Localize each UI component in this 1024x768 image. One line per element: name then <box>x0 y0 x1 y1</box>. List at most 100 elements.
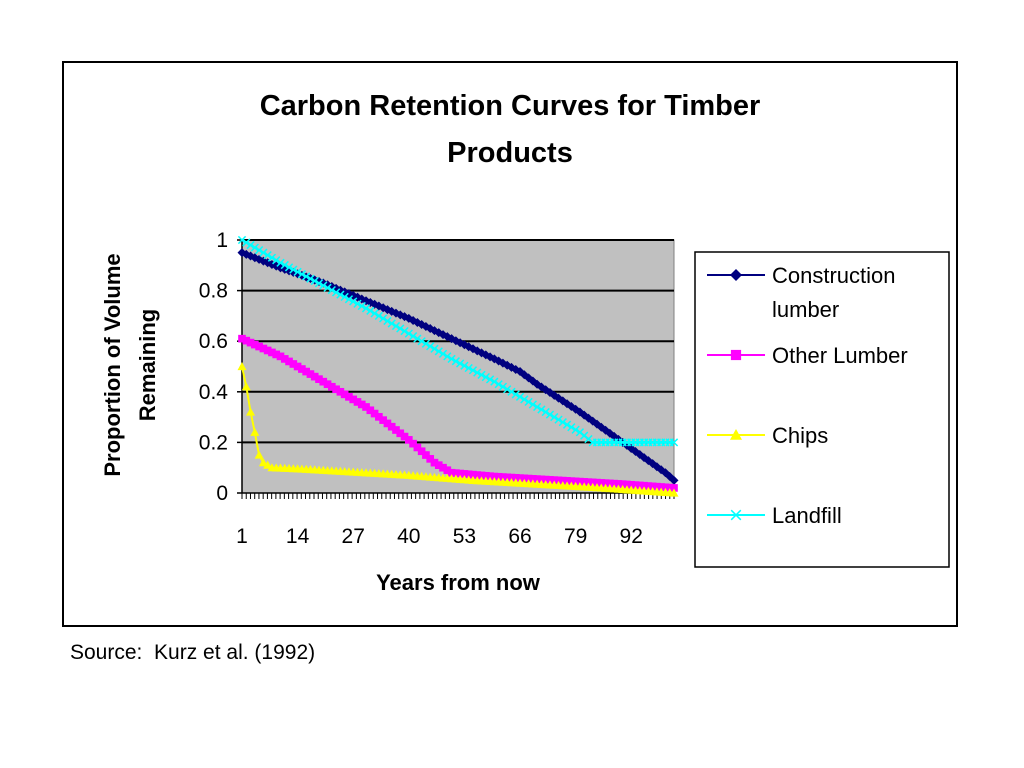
y-axis-title-line: Remaining <box>135 309 160 421</box>
legend: Construction lumber Other Lumber Chips Landf… <box>694 251 950 568</box>
data-point-other-lumber <box>511 473 520 482</box>
data-point-other-lumber <box>507 473 516 482</box>
data-point-other-lumber <box>392 426 400 434</box>
data-point-other-lumber <box>494 472 503 481</box>
chart-title-line: Products <box>447 137 573 169</box>
data-point-other-lumber <box>657 483 665 491</box>
chart-frame: Carbon Retention Curves for Timber Produc… <box>62 61 958 627</box>
data-point-construction-lumber <box>566 401 576 411</box>
marker-stroke <box>562 420 572 429</box>
data-point-construction-lumber <box>378 303 388 313</box>
data-point-landfill <box>297 270 307 279</box>
data-point-other-lumber <box>310 372 319 381</box>
data-point-other-lumber <box>251 340 259 349</box>
data-point-other-lumber <box>430 458 439 467</box>
marker-stroke <box>408 332 418 341</box>
marker-stroke <box>571 425 580 434</box>
data-point-landfill <box>532 402 542 412</box>
data-point-landfill <box>443 352 452 361</box>
data-point-landfill <box>267 253 277 262</box>
data-point-landfill <box>302 272 311 281</box>
y-tick-label: 0.4 <box>199 381 229 404</box>
marker-stroke <box>438 349 448 358</box>
data-point-chips <box>254 450 264 459</box>
data-point-landfill <box>430 344 439 353</box>
data-point-other-lumber <box>246 338 255 347</box>
data-point-construction-lumber <box>554 393 564 403</box>
x-tick-label: 1 <box>236 525 248 548</box>
data-point-landfill <box>468 366 478 375</box>
series-chips <box>237 362 679 497</box>
series-landfill <box>237 235 679 447</box>
data-point-other-lumber <box>597 479 606 487</box>
marker-stroke <box>353 299 362 308</box>
data-point-other-lumber <box>473 471 482 479</box>
data-point-other-lumber <box>375 413 383 421</box>
marker-stroke <box>349 297 358 306</box>
marker-stroke <box>379 314 388 323</box>
data-point-landfill <box>310 276 319 286</box>
marker-stroke <box>366 306 375 315</box>
data-point-other-lumber <box>486 472 494 481</box>
legend-label: lumber <box>772 297 839 322</box>
data-point-landfill <box>460 361 469 370</box>
legend-label: Other Lumber <box>772 343 908 368</box>
data-point-landfill <box>340 292 349 302</box>
data-point-landfill <box>503 385 512 394</box>
marker-stroke <box>383 316 392 326</box>
y-tick-label: 0.2 <box>199 431 228 454</box>
data-point-other-lumber <box>370 409 379 418</box>
marker-stroke <box>387 319 396 328</box>
data-point-landfill <box>344 295 354 304</box>
marker-stroke <box>331 288 341 297</box>
x-tick-label: 14 <box>286 525 310 548</box>
marker-stroke <box>558 418 567 427</box>
data-point-other-lumber <box>447 468 456 477</box>
marker-stroke <box>481 372 490 382</box>
data-point-other-lumber <box>280 355 289 363</box>
data-point-other-lumber <box>490 472 499 481</box>
data-point-other-lumber <box>550 476 559 484</box>
marker-stroke <box>323 283 332 292</box>
marker-stroke <box>319 281 328 290</box>
data-point-other-lumber <box>460 470 469 478</box>
data-point-other-lumber <box>546 476 554 484</box>
data-point-other-lumber <box>285 357 293 366</box>
data-point-other-lumber <box>469 470 477 479</box>
data-point-other-lumber <box>315 375 323 383</box>
data-point-other-lumber <box>276 352 285 361</box>
legend-marker <box>730 429 742 440</box>
data-point-landfill <box>545 410 555 419</box>
data-point-other-lumber <box>379 416 387 424</box>
marker-stroke <box>494 380 503 389</box>
marker-stroke <box>289 265 298 274</box>
chart-title: Carbon Retention Curves for Timber Produc… <box>260 90 761 169</box>
data-point-other-lumber <box>580 478 589 486</box>
data-point-other-lumber <box>298 365 306 373</box>
data-point-other-lumber <box>563 477 571 485</box>
data-point-other-lumber <box>537 475 546 484</box>
data-point-landfill <box>669 438 679 447</box>
marker-stroke <box>515 392 525 401</box>
marker-stroke <box>580 431 589 440</box>
legend-label: Landfill <box>772 503 842 528</box>
marker-stroke <box>477 370 486 379</box>
data-point-landfill <box>426 342 435 351</box>
marker-stroke <box>250 243 259 252</box>
data-point-other-lumber <box>434 461 443 469</box>
data-point-other-lumber <box>627 480 636 489</box>
marker-stroke <box>443 352 452 361</box>
data-point-construction-lumber <box>669 475 679 485</box>
data-point-other-lumber <box>327 382 336 391</box>
data-point-landfill <box>498 382 508 391</box>
data-point-landfill <box>272 256 281 265</box>
data-point-landfill <box>473 368 482 377</box>
marker-stroke <box>263 251 272 260</box>
data-point-landfill <box>396 324 405 333</box>
data-point-other-lumber <box>259 344 268 353</box>
data-point-other-lumber <box>362 403 370 411</box>
marker-stroke <box>421 339 431 348</box>
data-point-other-lumber <box>289 360 298 368</box>
y-tick-label: 0.6 <box>199 330 228 353</box>
series-layer <box>237 235 679 497</box>
